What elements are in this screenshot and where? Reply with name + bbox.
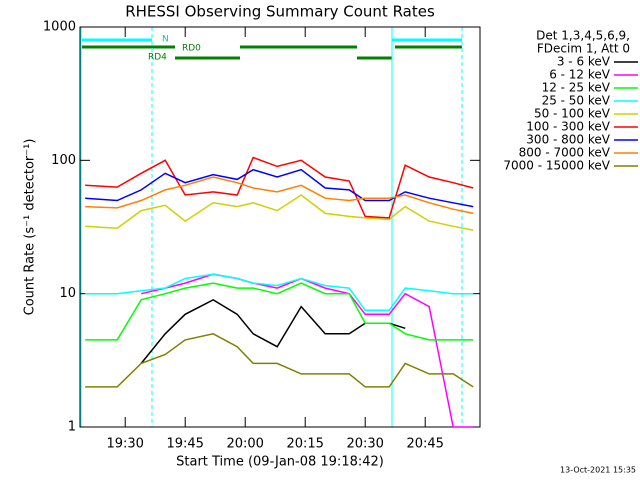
series-line [85, 194, 474, 231]
legend-label: 3 - 6 keV [557, 55, 611, 69]
y-tick-label: 1 [68, 420, 76, 435]
x-tick-label: 19:45 [166, 437, 203, 452]
series-line [85, 156, 474, 219]
y-tick-label: 100 [51, 153, 76, 168]
state-bars [82, 38, 462, 60]
x-tick-label: 20:00 [226, 437, 263, 452]
series-line [85, 168, 474, 208]
legend-label: 7000 - 15000 keV [503, 159, 610, 173]
series-line [85, 333, 474, 388]
legend-label: 6 - 12 keV [549, 68, 611, 82]
legend-label: 800 - 7000 keV [519, 146, 611, 160]
night-lines [80, 27, 463, 427]
plot-frame [79, 26, 481, 428]
annotation: N [162, 35, 169, 45]
x-axis-label: Start Time (09-Jan-08 19:18:42) [176, 455, 384, 470]
y-axis-label: Count Rate (s⁻¹ detector⁻¹) [23, 139, 38, 316]
footer: 13-Oct-2021 15:35 [560, 466, 636, 475]
series-line [85, 273, 474, 312]
legend-label: 100 - 300 keV [526, 120, 610, 134]
annotation: RD4 [148, 53, 167, 63]
x-tick-label: 20:15 [286, 437, 323, 452]
series-line [85, 176, 474, 215]
x-tick-label: 19:30 [106, 437, 143, 452]
chart-title: RHESSI Observing Summary Count Rates [125, 3, 435, 21]
legend-label: 25 - 50 keV [542, 94, 611, 108]
legend-header: FDecim 1, Att 0 [537, 42, 630, 56]
y-tick-label: 1000 [43, 20, 76, 35]
x-tick-label: 20:30 [346, 437, 383, 452]
series-line [141, 273, 474, 428]
legend-label: 50 - 100 keV [534, 107, 611, 121]
legend-label: 12 - 25 keV [542, 81, 611, 95]
x-tick-label: 20:45 [406, 437, 443, 452]
legend-header: Det 1,3,4,5,6,9, [536, 29, 630, 43]
legend-label: 300 - 800 keV [526, 133, 610, 147]
series-line [85, 282, 474, 341]
annotation: RD0 [182, 44, 201, 54]
y-tick-label: 10 [59, 286, 76, 301]
